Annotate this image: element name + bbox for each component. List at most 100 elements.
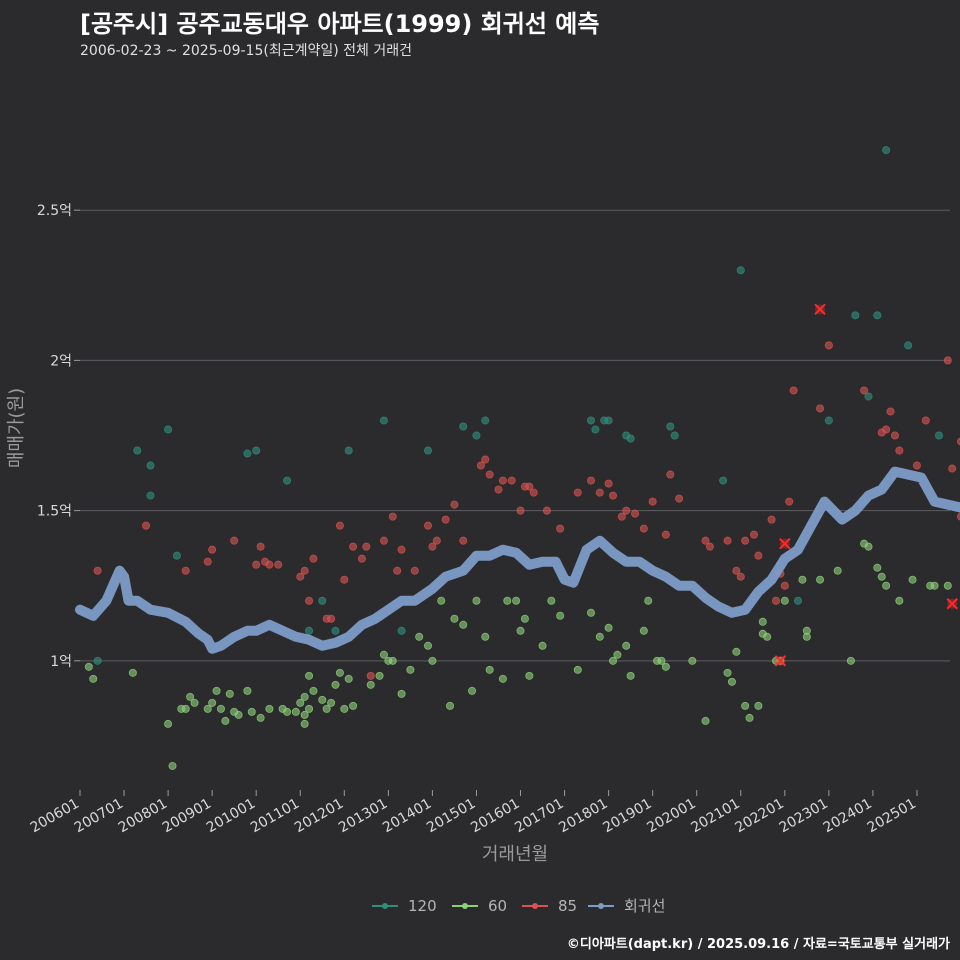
data-point-60 xyxy=(168,761,177,770)
data-point-60 xyxy=(763,632,772,641)
data-point-60 xyxy=(816,575,825,584)
data-point-85 xyxy=(948,464,957,473)
data-point-60 xyxy=(877,572,886,581)
x-tick-label: 200801 xyxy=(116,796,170,837)
data-point-60 xyxy=(327,698,336,707)
data-point-120 xyxy=(172,551,181,560)
data-point-120 xyxy=(252,446,261,455)
data-point-85 xyxy=(754,551,763,560)
data-point-85 xyxy=(723,536,732,545)
data-point-85 xyxy=(736,572,745,581)
data-point-85 xyxy=(516,506,525,515)
legend-item: 60 xyxy=(452,897,507,915)
data-point-60 xyxy=(300,719,309,728)
data-point-85 xyxy=(921,416,930,425)
data-point-85 xyxy=(252,560,261,569)
data-point-85 xyxy=(886,407,895,416)
data-point-85 xyxy=(617,512,626,521)
data-point-85 xyxy=(93,566,102,575)
data-point-85 xyxy=(476,461,485,470)
highlight-cross xyxy=(779,537,791,550)
legend-dot xyxy=(462,903,468,909)
data-point-120 xyxy=(591,425,600,434)
data-point-85 xyxy=(265,560,274,569)
data-point-85 xyxy=(648,497,657,506)
x-axis-label: 거래년월 xyxy=(482,844,548,865)
data-point-85 xyxy=(340,575,349,584)
data-point-120 xyxy=(146,461,155,470)
data-points xyxy=(84,146,960,770)
data-point-60 xyxy=(657,656,666,665)
data-point-60 xyxy=(595,632,604,641)
data-point-85 xyxy=(450,500,459,509)
data-point-60 xyxy=(468,686,477,695)
data-point-60 xyxy=(265,704,274,713)
data-point-120 xyxy=(904,341,913,350)
highlight-markers xyxy=(774,303,958,667)
data-point-60 xyxy=(397,689,406,698)
data-point-60 xyxy=(203,704,212,713)
data-point-120 xyxy=(305,626,314,635)
data-point-85 xyxy=(741,536,750,545)
data-point-60 xyxy=(186,692,195,701)
data-point-60 xyxy=(243,686,252,695)
data-point-85 xyxy=(609,491,618,500)
data-point-85 xyxy=(767,515,776,524)
data-point-60 xyxy=(335,668,344,677)
data-point-85 xyxy=(397,545,406,554)
data-point-120 xyxy=(604,416,613,425)
data-point-60 xyxy=(89,674,98,683)
data-point-120 xyxy=(481,416,490,425)
data-point-60 xyxy=(309,686,318,695)
y-axis-label: 매매가(원) xyxy=(6,388,27,468)
data-point-85 xyxy=(498,476,507,485)
data-point-60 xyxy=(375,671,384,680)
data-point-85 xyxy=(529,488,538,497)
data-point-85 xyxy=(349,542,358,551)
data-point-60 xyxy=(437,596,446,605)
regression-line xyxy=(75,466,960,654)
data-point-60 xyxy=(164,719,173,728)
x-tick-label: 201301 xyxy=(336,796,390,837)
y-tick-label: 2억 xyxy=(50,353,72,369)
data-point-60 xyxy=(283,707,292,716)
highlight-marker xyxy=(946,598,958,610)
data-point-60 xyxy=(688,656,697,665)
legend-label: 60 xyxy=(488,897,507,915)
data-point-85 xyxy=(912,461,921,470)
data-point-60 xyxy=(798,575,807,584)
data-point-60 xyxy=(882,581,891,590)
data-point-85 xyxy=(816,404,825,413)
data-point-60 xyxy=(780,596,789,605)
y-axis-ticks: 1억 1.5억 2억 2.5억 xyxy=(37,203,80,670)
data-point-85 xyxy=(203,557,212,566)
data-point-120 xyxy=(719,476,728,485)
data-point-85 xyxy=(432,536,441,545)
data-point-120 xyxy=(146,491,155,500)
data-point-60 xyxy=(503,596,512,605)
legend-label: 회귀선 xyxy=(624,897,665,915)
data-point-85 xyxy=(388,512,397,521)
data-point-85 xyxy=(732,566,741,575)
data-point-60 xyxy=(485,665,494,674)
data-point-85 xyxy=(957,437,960,446)
legend-item: 회귀선 xyxy=(588,897,665,915)
x-tick-label: 201001 xyxy=(204,796,258,837)
data-point-60 xyxy=(639,626,648,635)
data-point-85 xyxy=(459,536,468,545)
data-point-60 xyxy=(586,608,595,617)
data-point-60 xyxy=(446,701,455,710)
data-point-85 xyxy=(256,542,265,551)
data-point-60 xyxy=(604,623,613,632)
x-tick-label: 202501 xyxy=(865,796,919,837)
x-axis-ticks: 2006012007012008012009012010012011012012… xyxy=(28,790,919,836)
data-point-85 xyxy=(895,446,904,455)
data-point-85 xyxy=(481,455,490,464)
legend-dot xyxy=(382,903,388,909)
data-point-60 xyxy=(873,563,882,572)
data-point-60 xyxy=(498,674,507,683)
x-tick-label: 202201 xyxy=(733,796,787,837)
data-point-60 xyxy=(322,704,331,713)
data-point-60 xyxy=(525,671,534,680)
data-point-120 xyxy=(586,416,595,425)
